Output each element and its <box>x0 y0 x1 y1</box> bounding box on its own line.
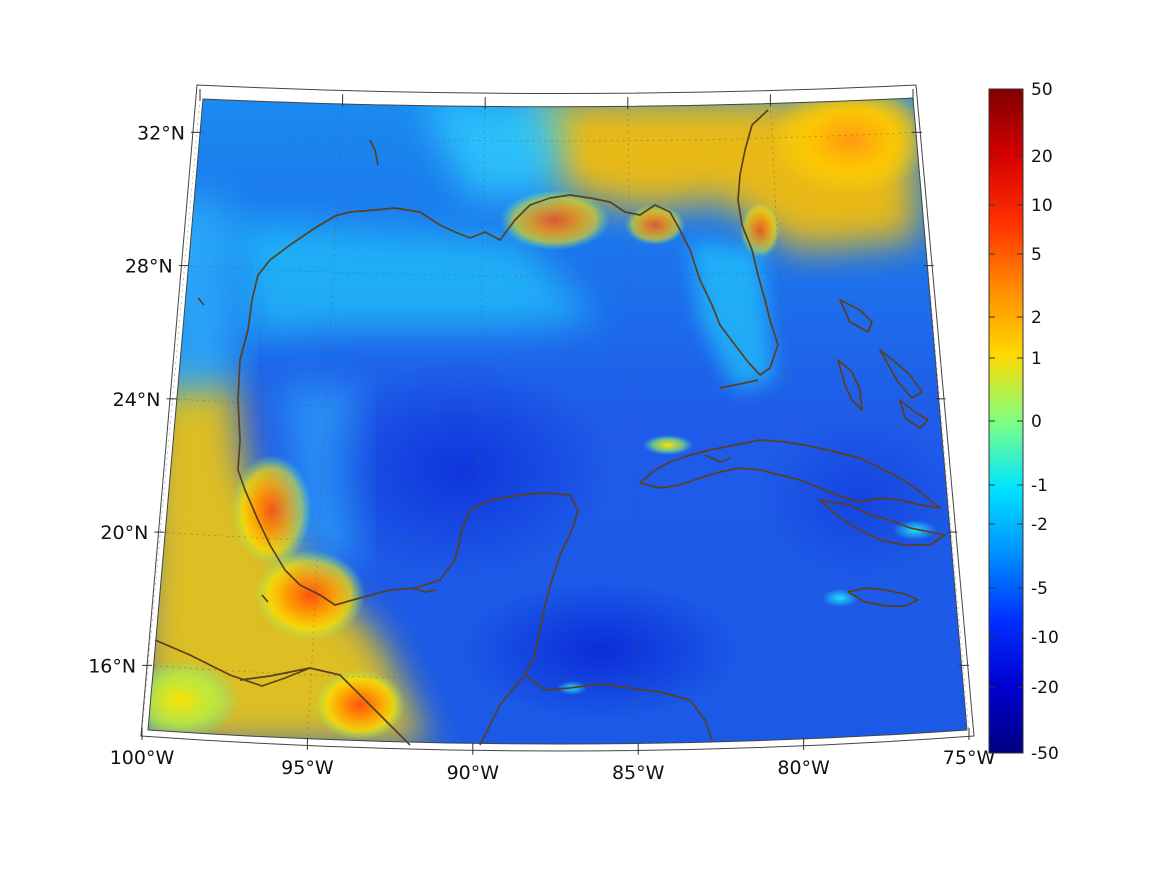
colorbar-label: 2 <box>1031 308 1042 328</box>
islands-small-5 <box>411 587 437 593</box>
lon-label: 90°W <box>447 762 500 784</box>
parallel-line <box>184 265 928 277</box>
lon-label: 95°W <box>281 757 334 779</box>
colorbar-label: 5 <box>1031 245 1042 265</box>
parallel-line <box>160 531 952 546</box>
axes: 32°N 28°N 24°N 20°N 16°N 100°W 95°W 90°W 85°W 80°… <box>88 89 995 784</box>
meridian-line <box>627 107 639 747</box>
colorbar-label: -20 <box>1031 678 1059 698</box>
islands-small-2 <box>369 139 379 166</box>
pacific-coast-2 <box>239 667 311 681</box>
colorbar-label: 10 <box>1031 196 1053 216</box>
bahamas-andros <box>837 359 863 411</box>
colorbar-label: -10 <box>1031 628 1059 648</box>
meridian-line <box>141 98 201 733</box>
colorbar-label: -50 <box>1031 744 1059 764</box>
meridian-line <box>472 107 486 747</box>
cuba <box>639 439 941 509</box>
graticule <box>141 98 970 747</box>
colorbar-label: -2 <box>1031 515 1048 535</box>
florida-keys <box>719 379 759 389</box>
lat-label: 16°N <box>88 655 136 677</box>
us-gulf-coast <box>251 109 779 376</box>
lat-label: 24°N <box>113 389 161 411</box>
lat-label: 20°N <box>100 522 148 544</box>
lat-label: 32°N <box>137 122 185 144</box>
parallel-line <box>148 665 964 681</box>
islands-small-3 <box>197 297 205 306</box>
data-field <box>148 98 967 744</box>
jamaica <box>847 587 919 607</box>
lon-label: 85°W <box>612 762 665 784</box>
colorbar-label: 1 <box>1031 349 1042 369</box>
bahamas-abaco <box>839 299 873 333</box>
mexico-gulf-coast <box>237 299 579 746</box>
yucatan-south <box>524 674 713 741</box>
hispaniola <box>819 499 946 546</box>
colorbar-label: -1 <box>1031 476 1048 496</box>
lon-label: 75°W <box>943 747 996 769</box>
lon-label: 80°W <box>777 757 830 779</box>
colorbar-label: 50 <box>1031 80 1053 100</box>
colorbar-label: -5 <box>1031 579 1048 599</box>
colorbar-label: 0 <box>1031 412 1042 432</box>
islands-small-1 <box>704 454 731 463</box>
lat-label: 28°N <box>125 256 173 278</box>
meridian-line <box>307 104 343 742</box>
bahamas-eleuthera <box>879 349 923 399</box>
parallel-line <box>196 131 916 142</box>
bahamas-inagua <box>899 399 929 429</box>
colorbar-label: 20 <box>1031 147 1053 167</box>
meridian-line <box>770 104 804 742</box>
islands-small-4 <box>261 594 269 603</box>
lon-label: 100°W <box>110 747 175 769</box>
meridian-line <box>912 98 970 733</box>
map-frame <box>147 97 968 745</box>
pacific-coast <box>154 639 411 746</box>
map-frame-outer <box>140 84 975 752</box>
coastlines <box>154 109 946 746</box>
